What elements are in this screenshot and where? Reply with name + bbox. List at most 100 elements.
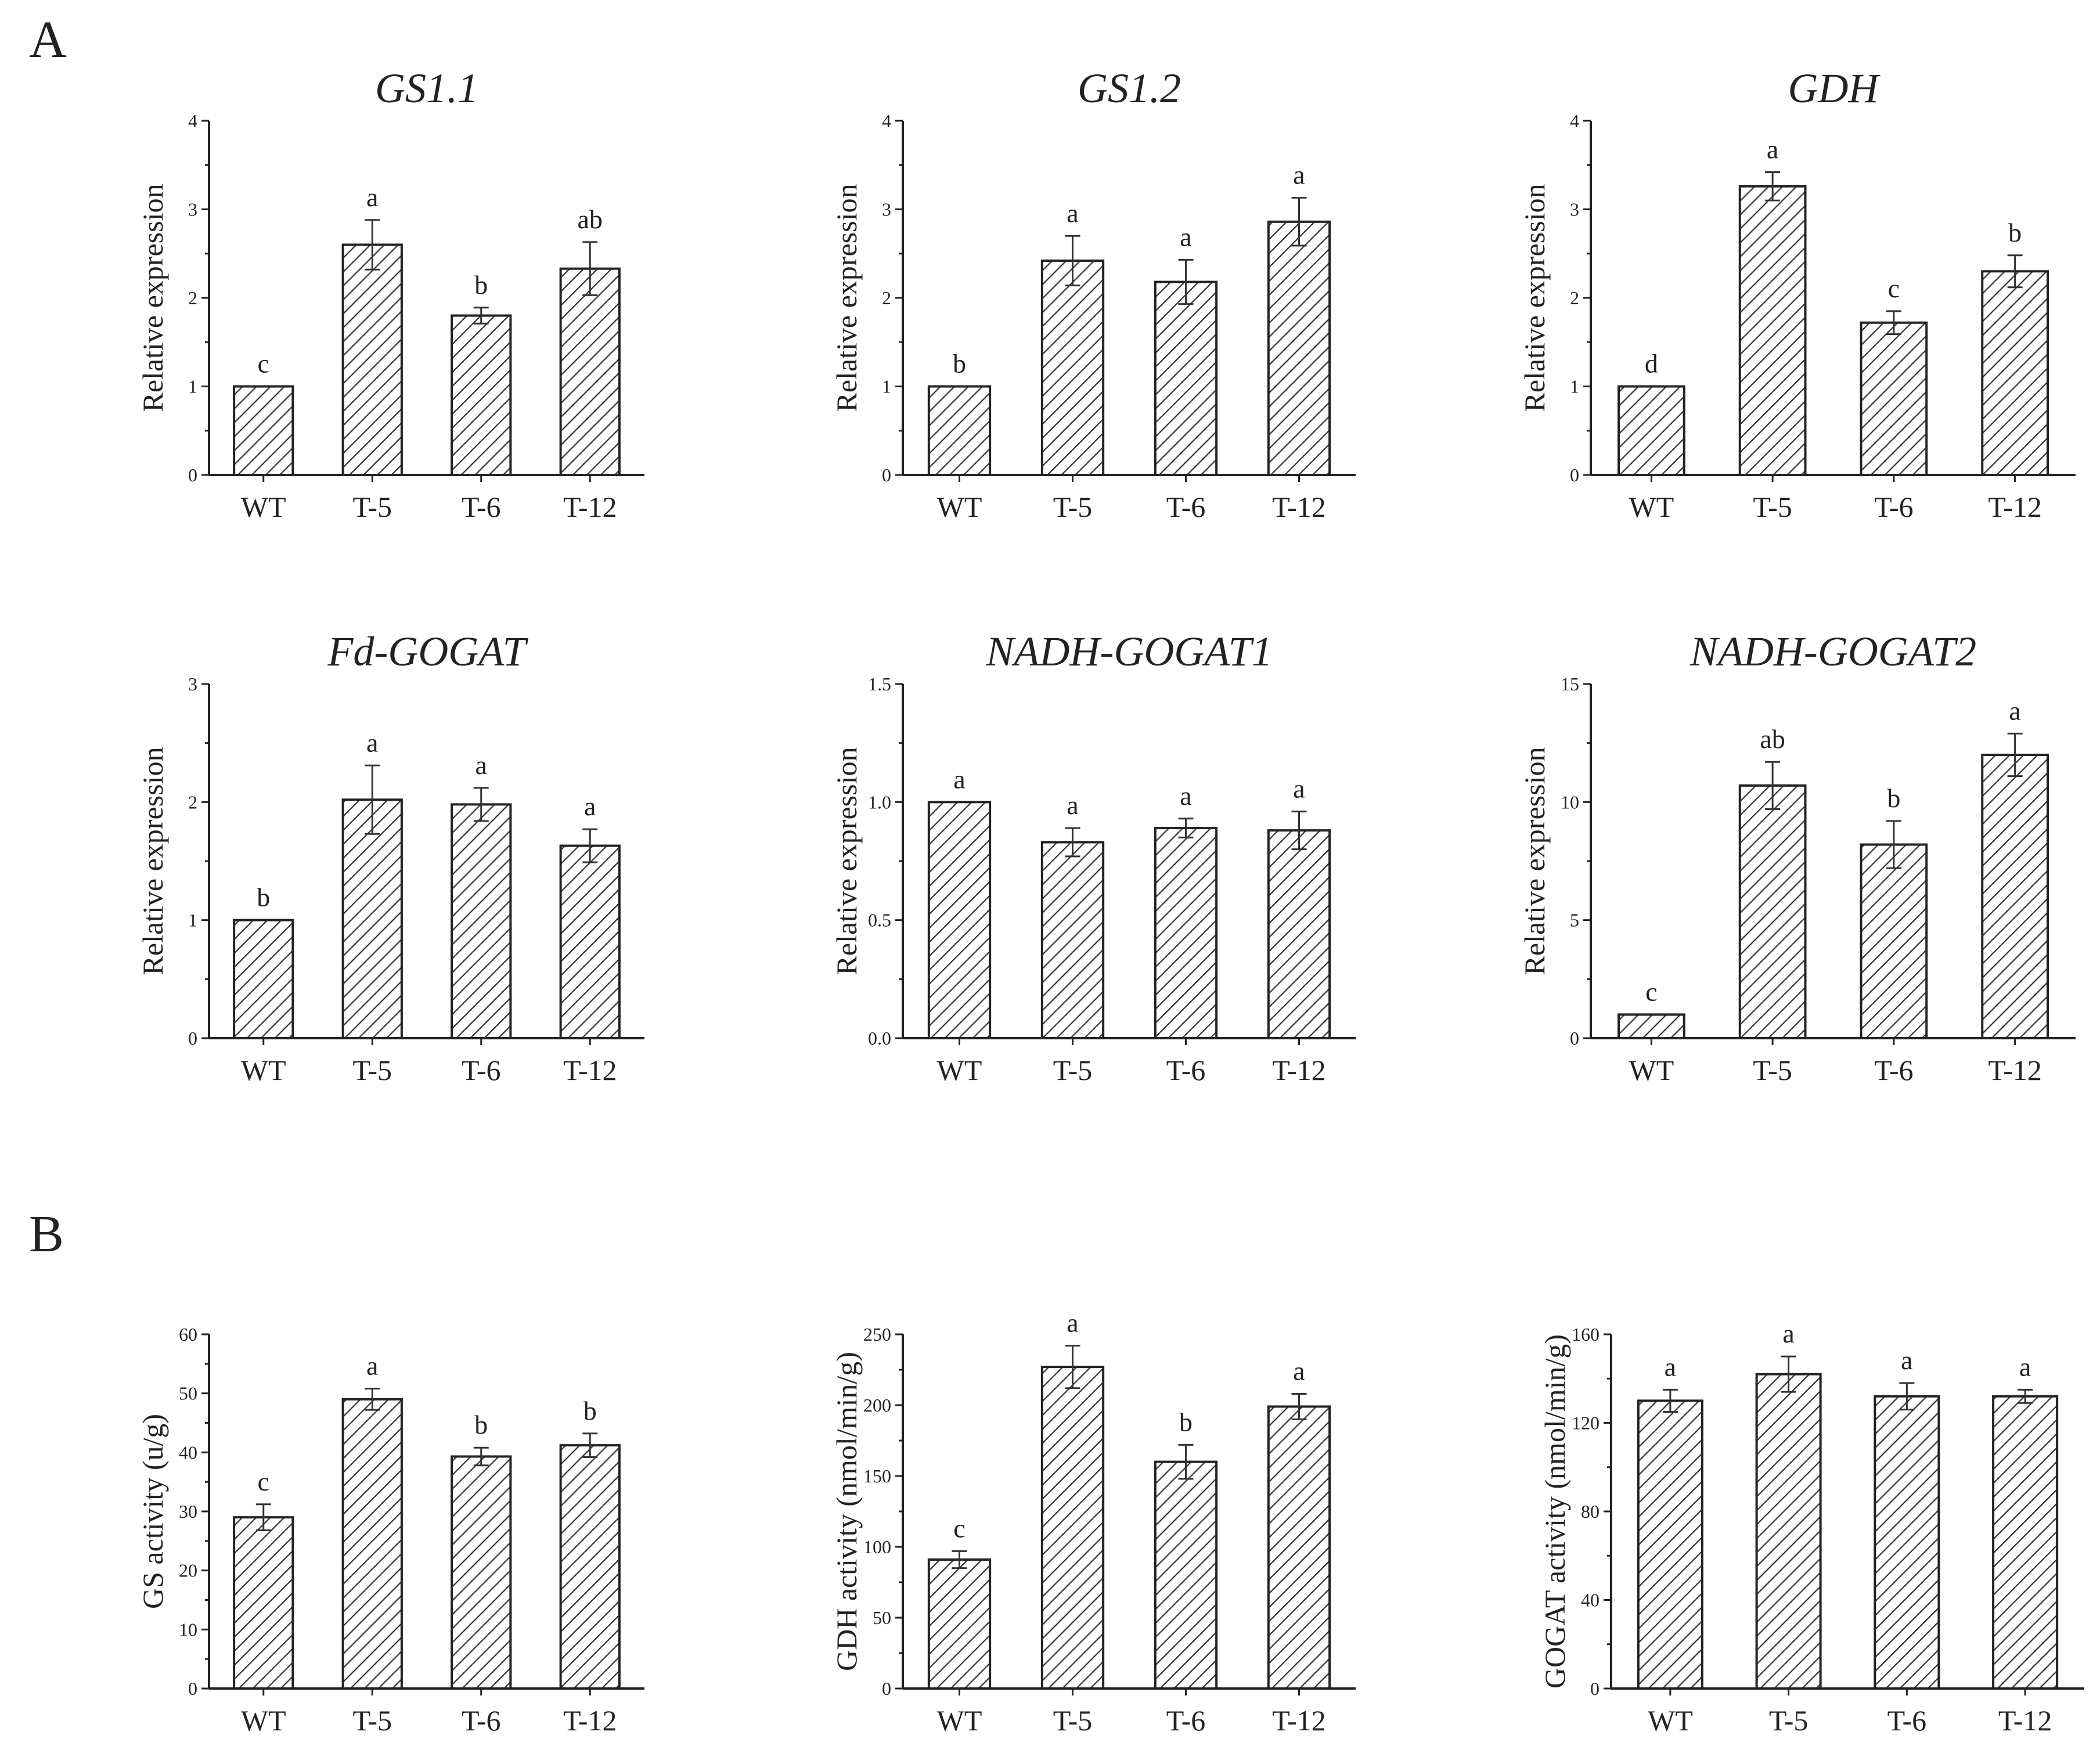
bar-t-5 — [341, 1398, 403, 1690]
bar-t-12 — [1981, 754, 2049, 1039]
category-label-t-12: T-12 — [1272, 1054, 1326, 1086]
significance-label-wt: a — [1665, 1352, 1676, 1381]
y-tick-label: 0 — [1590, 1678, 1600, 1699]
significance-label-t-12: a — [1293, 160, 1305, 190]
y-axis-label: Relative expression — [1518, 184, 1551, 412]
significance-label-t-5: a — [1067, 198, 1078, 228]
y-tick-label: 0 — [188, 1678, 197, 1699]
panel-label-a: A — [29, 11, 67, 69]
y-tick-label: 50 — [179, 1383, 197, 1404]
y-axis-label: GOGAT activity (nmol/min/g) — [1539, 1334, 1571, 1689]
y-tick-label: 1 — [188, 910, 197, 931]
bar-t-6 — [1860, 321, 1928, 476]
y-tick-label: 120 — [1572, 1413, 1600, 1434]
bar-t-5 — [1040, 841, 1105, 1039]
y-tick-label: 4 — [188, 110, 197, 131]
bar-t-5 — [1040, 259, 1105, 476]
y-tick-label: 150 — [863, 1466, 891, 1486]
bar-t-12 — [559, 1444, 621, 1690]
significance-label-t-12: a — [2019, 1352, 2031, 1381]
bar-t-12 — [559, 844, 621, 1039]
bar-wt — [233, 1516, 294, 1690]
y-axis-label: GS activity (u/g) — [136, 1414, 169, 1609]
bar-wt — [1618, 1013, 1685, 1040]
y-axis-label: Relative expression — [136, 184, 169, 412]
category-label-t-12: T-12 — [563, 1054, 617, 1086]
y-tick-label: 0 — [882, 465, 891, 485]
y-tick-label: 2 — [188, 791, 197, 812]
category-label-t-5: T-5 — [1053, 1704, 1093, 1737]
chart-title: NADH-GOGAT1 — [985, 628, 1272, 675]
chart-title: NADH-GOGAT2 — [1689, 628, 1976, 675]
y-tick-label: 3 — [188, 199, 197, 220]
category-label-wt: WT — [937, 1054, 982, 1086]
y-tick-label: 0 — [1570, 1028, 1579, 1049]
chart-title: GS1.1 — [375, 65, 478, 111]
chart-gs1-2: GS1.2 Relative expression 0 1 2 3 4 b WT a T-5 a T-6… — [830, 65, 1356, 523]
y-tick-label: 3 — [1570, 199, 1579, 220]
significance-label-t-12: a — [584, 791, 596, 821]
category-label-wt: WT — [937, 491, 982, 523]
significance-label-wt: a — [953, 764, 965, 794]
significance-label-t-5: a — [1067, 1308, 1078, 1338]
y-tick-label: 50 — [873, 1607, 891, 1628]
category-label-t-6: T-6 — [1874, 1054, 1914, 1086]
bar-t-5 — [1738, 784, 1807, 1040]
y-tick-label: 0.5 — [868, 910, 891, 931]
y-tick-label: 1 — [1570, 376, 1579, 397]
chart-title: GS1.2 — [1078, 65, 1181, 111]
category-label-wt: WT — [1648, 1704, 1693, 1737]
chart-title: GDH — [1788, 65, 1881, 111]
category-label-t-12: T-12 — [563, 491, 617, 523]
chart-title: Fd-GOGAT — [327, 628, 528, 675]
bar-t-12 — [559, 267, 621, 476]
y-tick-label: 4 — [882, 110, 891, 131]
significance-label-wt: b — [257, 883, 270, 912]
panel-label-b: B — [29, 1205, 64, 1263]
chart-gdh: GDH Relative expression 0 1 2 3 4 d WT a T-5 c T-6 b T… — [1518, 65, 2076, 523]
category-label-wt: WT — [937, 1704, 982, 1737]
y-tick-label: 30 — [179, 1501, 197, 1522]
y-tick-label: 60 — [179, 1324, 197, 1345]
bar-t-12 — [1981, 270, 2049, 476]
bar-t-12 — [1267, 829, 1331, 1039]
y-tick-label: 0 — [188, 1028, 197, 1049]
chart-gs1-1: GS1.1 Relative expression 0 1 2 3 4 c WT a T-5 b T-6… — [136, 65, 644, 523]
category-label-t-5: T-5 — [1053, 1054, 1093, 1086]
y-axis-label: Relative expression — [830, 747, 863, 975]
y-axis-label: GDH activity (nmol/min/g) — [830, 1352, 863, 1671]
y-tick-label: 20 — [179, 1560, 197, 1581]
category-label-t-6: T-6 — [1887, 1704, 1927, 1737]
bar-t-5 — [1755, 1373, 1822, 1690]
y-tick-label: 2 — [188, 287, 197, 308]
y-tick-label: 1.5 — [868, 674, 891, 694]
significance-label-t-6: b — [1887, 783, 1900, 813]
category-label-t-6: T-6 — [1166, 1704, 1206, 1737]
bar-t-6 — [1860, 843, 1928, 1039]
significance-label-t-6: b — [1179, 1407, 1193, 1437]
bar-t-12 — [1992, 1395, 2059, 1690]
y-tick-label: 0.0 — [868, 1028, 891, 1049]
bar-wt — [233, 919, 294, 1039]
significance-label-t-6: b — [474, 1410, 488, 1439]
category-label-t-5: T-5 — [352, 1704, 392, 1737]
chart-gs-activity-u-g: GS activity (u/g) 0 10 20 30 40 50 60 c WT a T-5 b T-… — [136, 1324, 644, 1737]
significance-label-t-5: a — [1782, 1319, 1794, 1348]
y-tick-label: 40 — [1581, 1590, 1600, 1611]
category-label-t-5: T-5 — [352, 1054, 392, 1086]
y-tick-label: 200 — [863, 1395, 891, 1416]
category-label-t-5: T-5 — [1753, 1054, 1792, 1086]
y-tick-label: 1 — [882, 376, 891, 397]
chart-fd-gogat: Fd-GOGAT Relative expression 0 1 2 3 b WT a T-5 a T… — [136, 628, 644, 1086]
category-label-t-12: T-12 — [1272, 491, 1326, 523]
significance-label-wt: d — [1645, 349, 1658, 379]
y-tick-label: 0 — [882, 1678, 891, 1699]
significance-label-t-12: a — [1293, 1356, 1305, 1385]
category-label-t-5: T-5 — [1053, 491, 1093, 523]
y-tick-label: 1 — [188, 376, 197, 397]
y-tick-label: 2 — [882, 287, 891, 308]
bar-wt — [1637, 1399, 1703, 1690]
category-label-t-12: T-12 — [1998, 1704, 2052, 1737]
bar-t-6 — [451, 314, 512, 476]
